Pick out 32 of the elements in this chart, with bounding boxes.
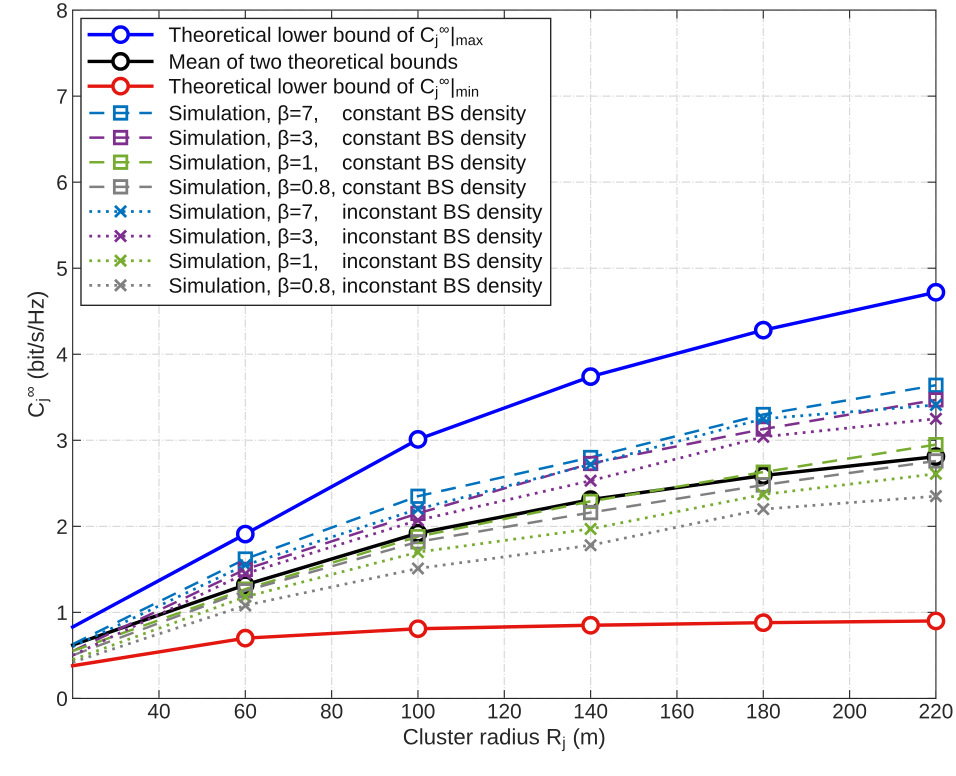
y-tick-label: 2 [57, 519, 67, 534]
y-tick-label: 6 [57, 175, 67, 190]
x-axis-title: Cluster radius R$_{j}$ (m) [404, 728, 604, 752]
y-tick-label: 4 [56, 347, 68, 362]
y-tick-label: 0 [57, 691, 67, 706]
x-tick-label: 80 [320, 704, 342, 719]
y-tick-label: 5 [57, 261, 67, 276]
legend-label: Simulation, β=1, inconstant BS density [169, 252, 542, 272]
legend-label: Simulation, β=1, constant BS density [169, 154, 526, 174]
legend-label: Simulation, β=7, constant BS density [169, 105, 526, 125]
legend-label: Simulation, β=3, constant BS density [169, 130, 526, 150]
x-tick-label: 200 [833, 704, 866, 719]
y-tick-label: 8 [57, 3, 67, 18]
legend-label: Simulation, β=0.8, inconstant BS density [169, 278, 542, 297]
y-axis-title: C$_{j}$$^{∞}$ (bit/s/Hz) [28, 292, 50, 417]
x-tick-label: 100 [402, 704, 435, 719]
x-tick-label: 140 [574, 704, 608, 719]
legend-label: Theoretical lower bound of C$_{j}$$^{∞}$|$_{min}$ [168, 78, 478, 100]
legend-label: Theoretical lower bound of C$_{j}$$^{∞}$|$_{max}$ [168, 26, 483, 48]
x-tick-label: 160 [661, 704, 694, 719]
y-tick-label: 7 [57, 89, 67, 104]
x-tick-label: 60 [234, 704, 256, 719]
x-tick-label: 220 [920, 704, 952, 719]
legend-label: Simulation, β=7, inconstant BS density [169, 204, 542, 224]
x-tick-label: 120 [488, 704, 521, 719]
y-tick-label: 1 [58, 606, 67, 620]
x-tick-label: 40 [148, 704, 170, 719]
x-tick-label: 180 [747, 704, 780, 719]
legend-label: Simulation, β=0.8, constant BS density [169, 179, 526, 198]
legend-label: Simulation, β=3, inconstant BS density [169, 228, 542, 248]
y-tick-label: 3 [57, 433, 67, 448]
legend-label: Mean of two theoretical bounds [170, 54, 458, 69]
